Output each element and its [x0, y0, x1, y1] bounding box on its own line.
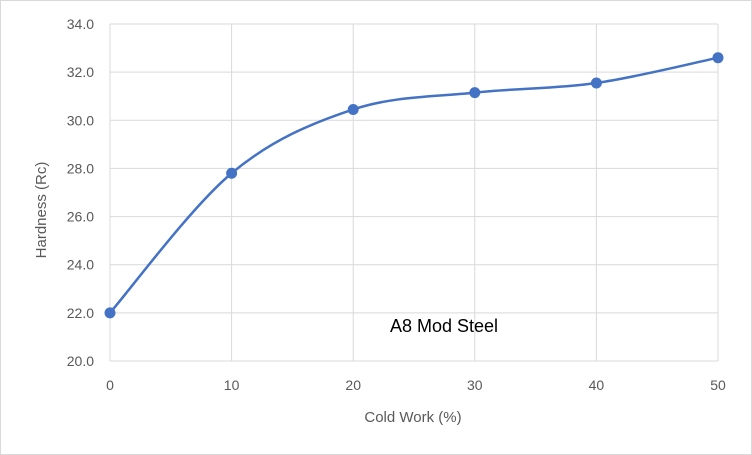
x-tick-label: 0: [106, 377, 114, 393]
x-axis-title: Cold Work (%): [364, 409, 461, 426]
x-tick-label: 20: [345, 377, 361, 393]
y-tick-label: 20.0: [67, 353, 94, 369]
data-point: [104, 307, 116, 319]
y-tick-label: 30.0: [67, 112, 94, 128]
series-line: [109, 56, 719, 314]
x-tick-labels: 0 10 20 30 40 50: [106, 377, 726, 393]
y-tick-label: 22.0: [67, 305, 94, 321]
chart-annotation: A8 Mod Steel: [390, 316, 498, 336]
data-point: [226, 167, 238, 179]
x-tick-label: 10: [224, 377, 240, 393]
y-axis-title: Hardness (Rc): [33, 162, 50, 259]
y-tick-label: 28.0: [67, 160, 94, 176]
series-group: [104, 52, 724, 319]
y-tick-label: 34.0: [67, 16, 94, 32]
y-tick-label: 32.0: [67, 64, 94, 80]
x-tick-label: 50: [710, 377, 726, 393]
data-point: [347, 103, 359, 115]
grid-lines: [109, 23, 719, 362]
x-tick-label: 30: [467, 377, 483, 393]
data-point: [712, 52, 724, 64]
data-point: [590, 77, 602, 89]
data-point: [469, 87, 481, 99]
x-tick-label: 40: [589, 377, 605, 393]
y-tick-labels: 20.0 22.0 24.0 26.0 28.0 30.0 32.0 34.0: [67, 16, 94, 369]
y-tick-label: 24.0: [67, 257, 94, 273]
y-tick-label: 26.0: [67, 209, 94, 225]
